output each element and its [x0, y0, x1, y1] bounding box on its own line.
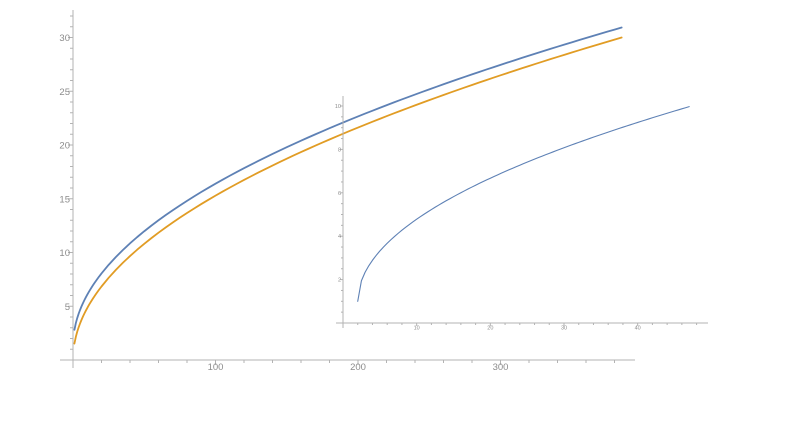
y-tick-label: 6: [338, 191, 341, 197]
x-tick-label: 200: [350, 362, 366, 373]
series-line-1: [73, 26, 623, 331]
y-tick-label: 20: [59, 141, 70, 152]
x-tick-label: 30: [561, 326, 567, 332]
x-tick-label: 300: [493, 362, 509, 373]
x-tick-label: 10: [414, 326, 420, 332]
y-tick-label: 2: [338, 278, 341, 284]
y-tick-label: 10: [59, 248, 70, 259]
y-tick-label: 5: [65, 302, 70, 313]
y-tick-label: 30: [59, 33, 70, 44]
y-tick-label: 15: [59, 194, 70, 205]
y-tick-label: 8: [338, 147, 341, 153]
inset-plot: 10 20 30 40 2 4 6 8 10: [335, 96, 708, 332]
main-plot: 100 200 300 5 10 15 20 25 30: [59, 10, 635, 373]
x-tick-label: 40: [635, 326, 641, 332]
x-tick-label: 100: [208, 362, 224, 373]
x-tick-label: 20: [487, 326, 493, 332]
series-line-1: [357, 106, 690, 302]
series-line-2: [73, 36, 623, 345]
y-tick-label: 10: [335, 104, 341, 110]
y-tick-label: 4: [338, 234, 341, 240]
y-tick-label: 25: [59, 87, 70, 98]
